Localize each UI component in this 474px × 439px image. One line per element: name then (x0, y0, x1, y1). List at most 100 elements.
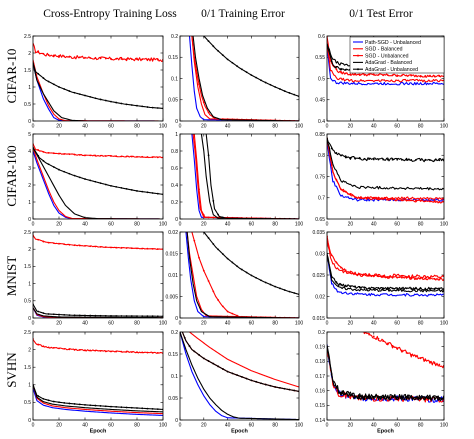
series-marker (156, 192, 159, 195)
series-marker (78, 93, 81, 96)
series-marker (47, 163, 50, 166)
series-marker (156, 156, 159, 159)
legend-entry: AdaGrad - Unbalanced (365, 67, 418, 73)
series-marker (89, 95, 92, 98)
legend-entry: SGD - Unbalanced (365, 53, 409, 59)
x-tick-label: 40 (225, 423, 231, 429)
x-tick-label: 40 (225, 321, 231, 327)
series-marker (274, 285, 277, 288)
series-marker (419, 159, 422, 161)
series-marker (94, 57, 97, 59)
y-tick-label: 2.5 (24, 330, 31, 336)
series-marker (386, 158, 389, 161)
series-marker (438, 200, 441, 203)
series-line-adagrad-unbalanced (327, 253, 444, 291)
series-marker (146, 191, 149, 194)
series-marker (382, 340, 385, 342)
series-marker (405, 74, 408, 77)
series-marker (94, 245, 97, 248)
series-marker (146, 351, 149, 354)
y-tick-label: 0.15 (315, 403, 325, 409)
series-marker (433, 75, 436, 78)
x-tick-label: 40 (225, 222, 231, 228)
series-marker (335, 66, 338, 68)
x-tick-label: 100 (295, 321, 304, 327)
series-marker (115, 155, 118, 158)
y-tick-label: 0.02 (168, 230, 178, 236)
y-tick-label: 0.17 (315, 374, 325, 380)
x-tick-label: 0 (326, 321, 329, 327)
series-marker (382, 396, 385, 398)
series-marker (245, 71, 248, 74)
x-tick-label: 20 (201, 321, 207, 327)
series-marker (156, 352, 159, 354)
y-tick-label: 0.8 (318, 153, 325, 159)
series-marker (84, 56, 86, 59)
series-marker (358, 286, 361, 289)
series-marker (37, 72, 40, 75)
series-marker (344, 392, 347, 395)
x-tick-label: 40 (371, 321, 377, 327)
series-marker (226, 310, 229, 313)
series-marker (125, 315, 128, 317)
panel-mnist-0: 0 0.5 1 1.5 2 2.5 0 20 40 60 80 100 (24, 230, 167, 327)
series-marker (283, 289, 286, 291)
series-marker (212, 243, 215, 245)
series-marker (99, 245, 102, 248)
series-marker (424, 359, 427, 362)
series-marker (141, 105, 144, 108)
y-tick-label: 5 (28, 132, 31, 138)
series-marker (217, 365, 219, 368)
series-marker (250, 379, 253, 382)
y-tick-label: 0 (175, 217, 178, 223)
x-tick-label: 20 (201, 222, 207, 228)
series-marker (63, 88, 66, 90)
series-marker (125, 247, 128, 249)
series-marker (410, 287, 413, 290)
series-marker (94, 154, 97, 157)
series-marker (99, 182, 102, 185)
y-tick-label: 0.4 (318, 119, 325, 125)
series-marker (183, 336, 186, 339)
series-marker (400, 74, 403, 77)
series-marker (340, 283, 342, 286)
series-marker (130, 58, 133, 61)
series-marker (221, 253, 224, 255)
series-marker (130, 315, 133, 317)
series-marker (120, 350, 123, 353)
series-marker (52, 83, 55, 86)
series-marker (400, 199, 403, 201)
axes-frame (179, 231, 300, 319)
series-marker (47, 313, 50, 315)
y-tick-label: 1.5 (24, 264, 31, 270)
x-tick-label: 60 (249, 222, 255, 228)
x-axis-label: Epoch (90, 429, 107, 435)
axes-frame (326, 331, 445, 421)
series-marker (260, 79, 262, 82)
y-tick-label: 2 (28, 347, 31, 353)
series-marker (47, 399, 50, 402)
series-marker (110, 405, 112, 408)
series-marker (115, 406, 118, 408)
legend-entry: SGD - Balanced (365, 47, 403, 53)
series-marker (130, 189, 133, 191)
series-marker (84, 154, 86, 157)
series-marker (207, 360, 210, 362)
series-marker (405, 287, 408, 290)
y-tick-label: 0.16 (315, 388, 325, 394)
x-tick-label: 40 (82, 423, 88, 429)
series-marker (89, 154, 92, 157)
series-marker (58, 347, 60, 350)
row-label-cifar100: CIFAR-100 (4, 145, 19, 206)
series-marker (396, 396, 399, 399)
column-title-loss: Cross-Entropy Training Loss (43, 8, 177, 20)
series-marker (141, 247, 144, 250)
x-tick-label: 60 (394, 321, 400, 327)
x-tick-label: 20 (348, 124, 354, 130)
series-marker (63, 55, 66, 58)
series-marker (410, 396, 413, 399)
series-marker (429, 75, 431, 77)
series-marker (344, 156, 347, 159)
series-marker (58, 401, 60, 404)
